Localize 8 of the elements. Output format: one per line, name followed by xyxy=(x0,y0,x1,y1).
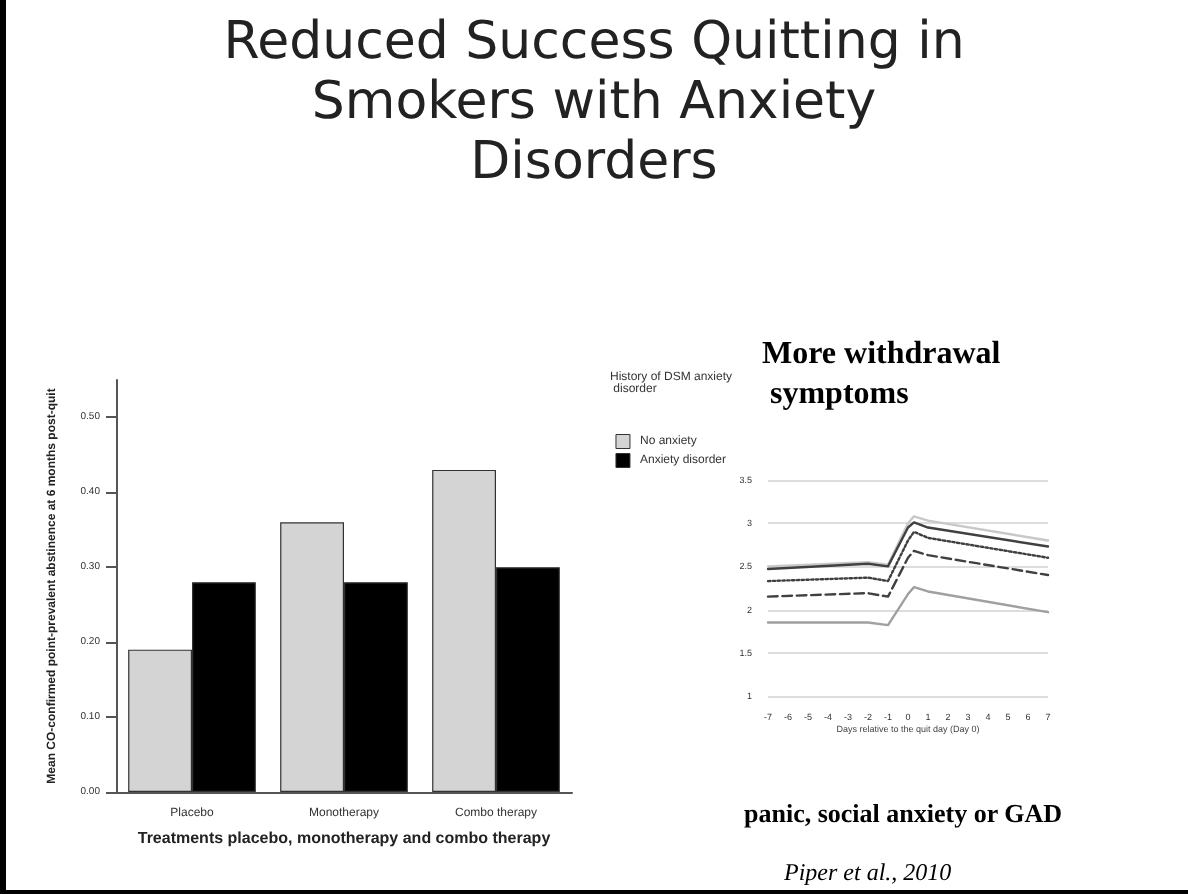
chart-title: Reduced Success Quitting in Smokers with Anxiety Disorders xyxy=(221,12,967,192)
line-series xyxy=(766,549,1050,598)
text: panic, social anxiety or GAD xyxy=(744,798,1063,828)
x-axis-title: Treatments placebo, monotherapy and combo therapy xyxy=(137,828,552,847)
line-series xyxy=(766,530,1050,583)
chart-title: More withdrawal symptoms xyxy=(762,337,1002,411)
line-series xyxy=(766,585,1050,627)
text: Piper et al., 2010 xyxy=(782,858,952,886)
